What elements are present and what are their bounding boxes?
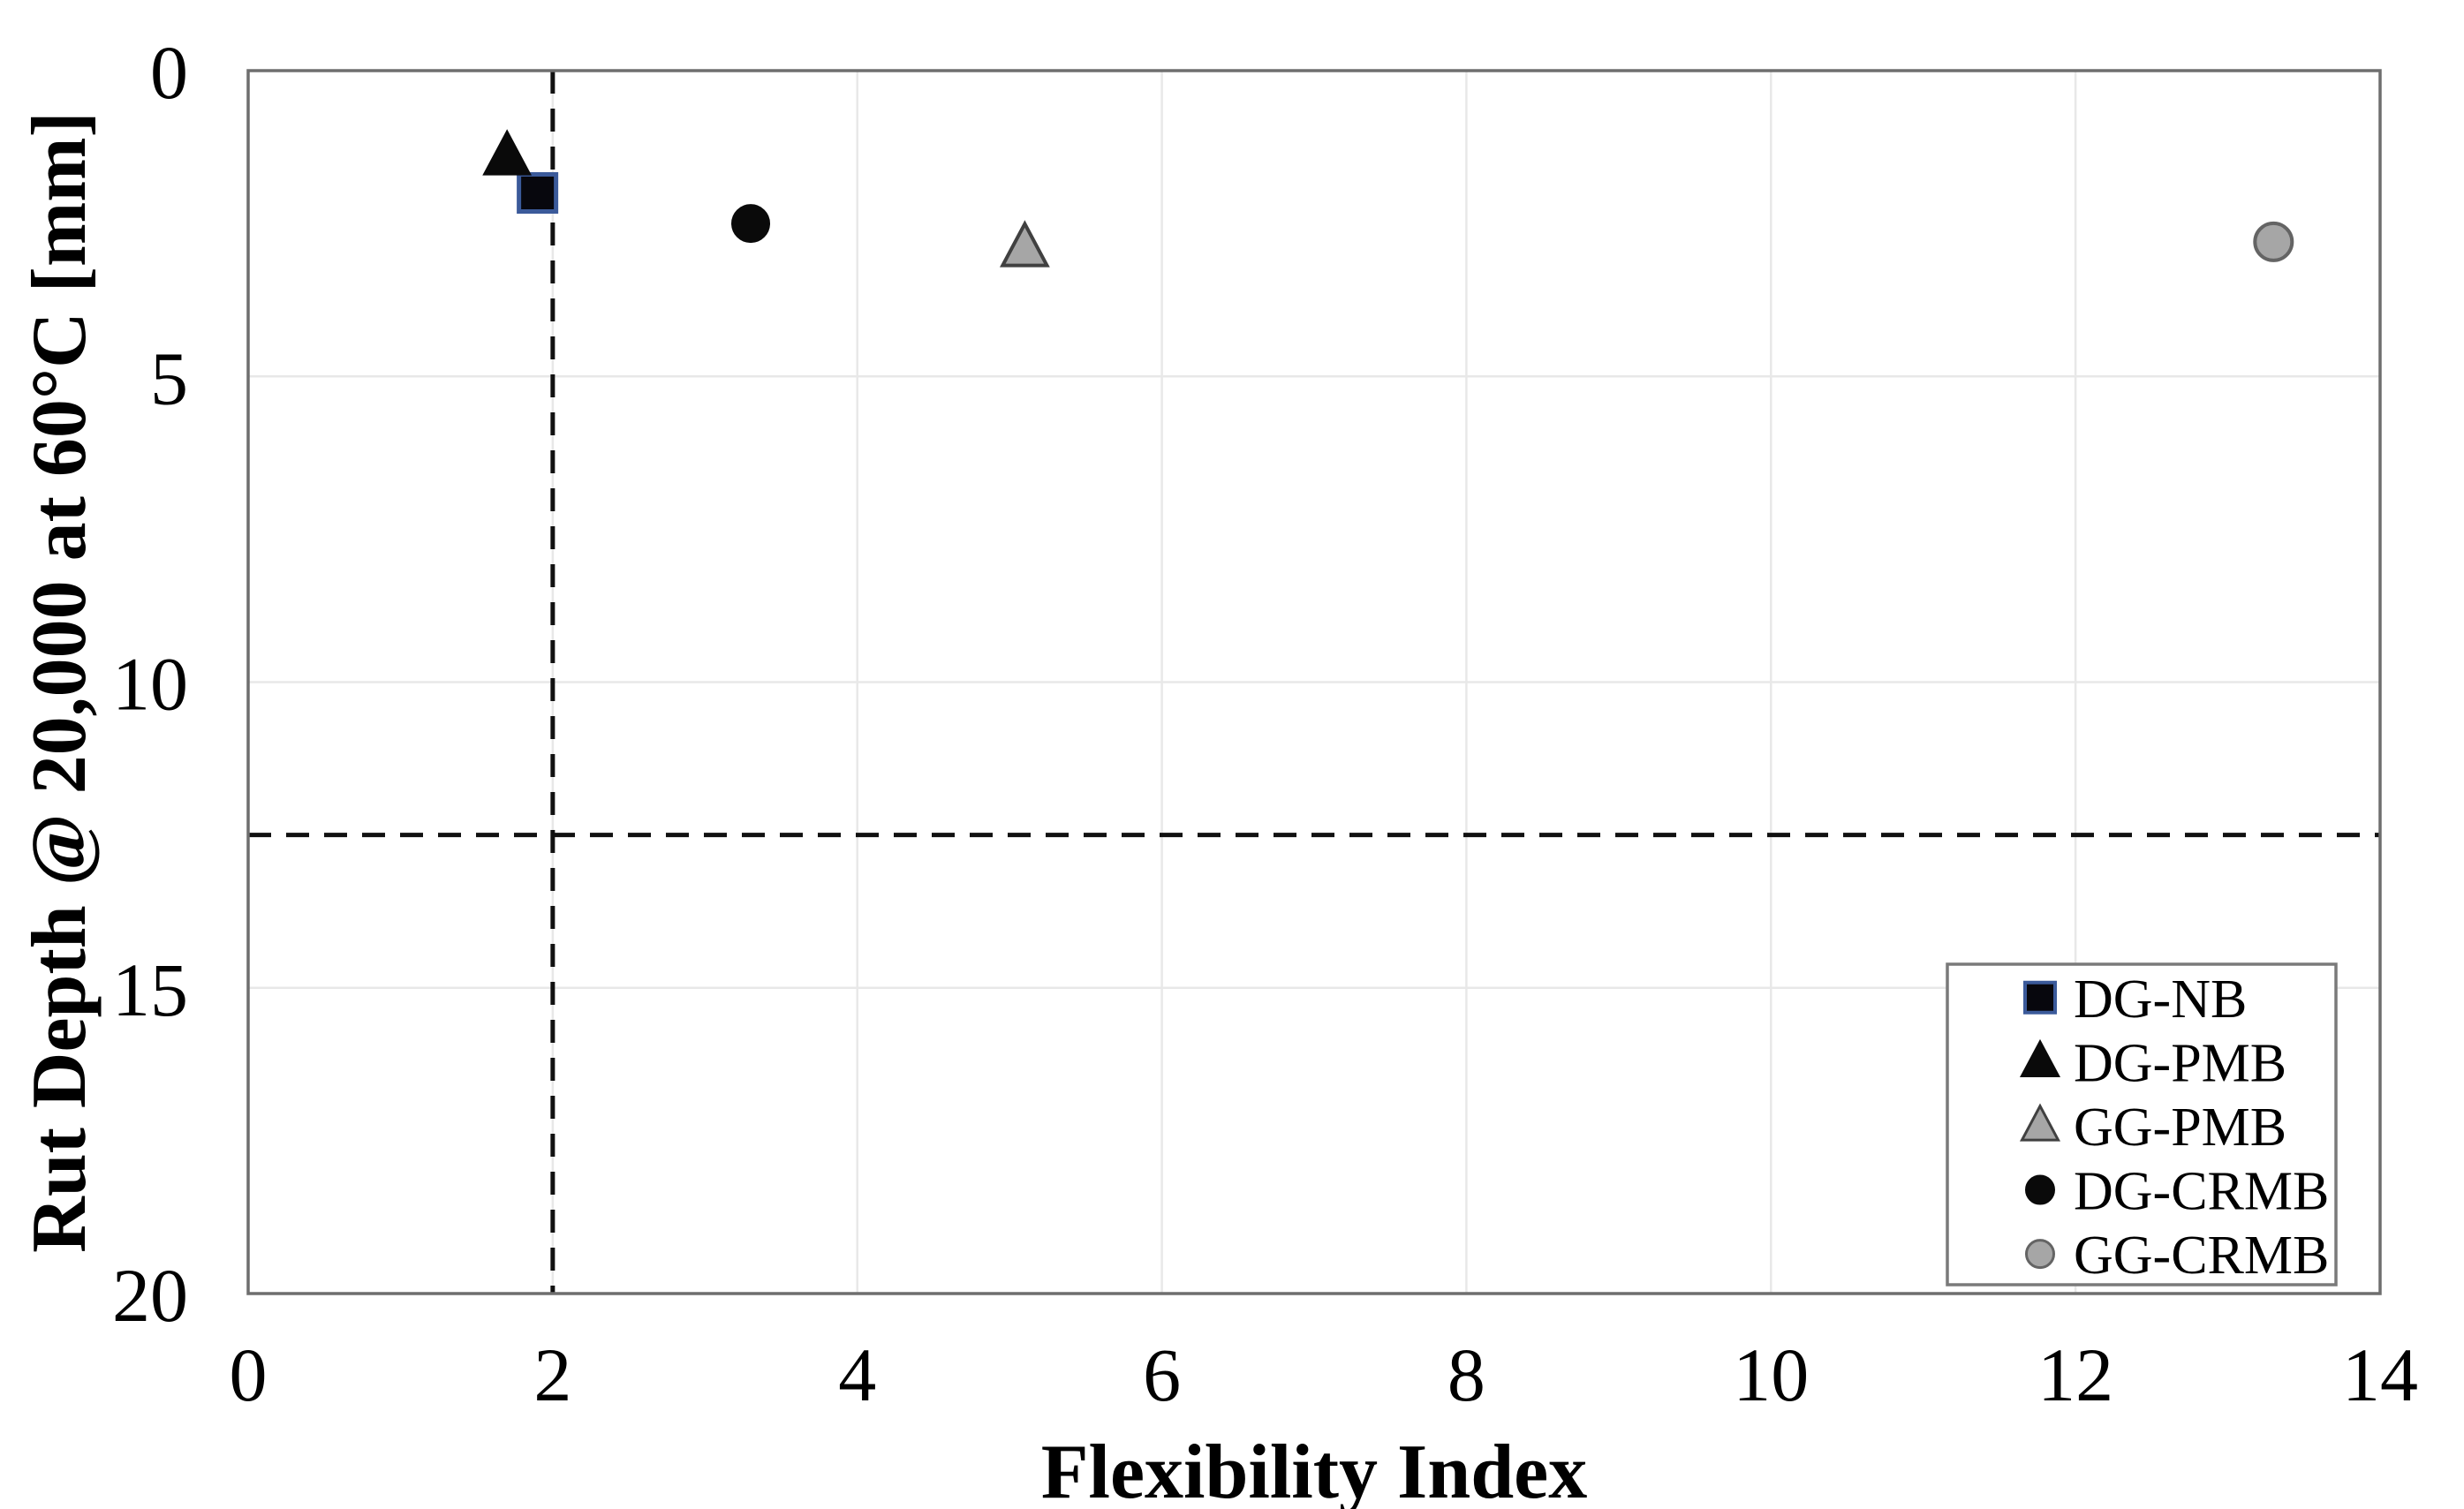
y-tick-label: 20: [112, 1253, 188, 1338]
y-tick-label: 15: [112, 947, 188, 1032]
y-tick-label: 0: [150, 30, 188, 115]
legend-box: [1946, 962, 2338, 1286]
point-DG-CRMB: [731, 204, 771, 244]
x-tick-label: 14: [2342, 1332, 2418, 1417]
x-axis-title: Flexibility Index: [1041, 1430, 1588, 1509]
y-tick-label: 5: [150, 336, 188, 420]
plot-border: [246, 69, 2382, 1295]
y-tick-label: 10: [112, 642, 188, 727]
legend-marker-DG-PMB: [2019, 1038, 2061, 1078]
legend-marker-GG-PMB: [2019, 1103, 2061, 1142]
point-GG-PMB: [999, 220, 1050, 268]
legend-label: DG-CRMB: [2074, 1162, 2329, 1222]
x-tick-label: 2: [533, 1332, 571, 1417]
point-GG-CRMB: [2253, 221, 2294, 262]
x-tick-label: 10: [1733, 1332, 1809, 1417]
legend-entry-DG-PMB: DG-PMB: [2019, 1033, 2286, 1093]
legend-label: GG-CRMB: [2074, 1226, 2329, 1286]
legend-entry-GG-CRMB: GG-CRMB: [2025, 1226, 2329, 1286]
x-tick-label: 8: [1447, 1332, 1485, 1417]
y-axis-title: Rut Depth @ 20,000 at 60°C [mm]: [17, 111, 102, 1253]
legend-entry-GG-PMB: GG-PMB: [2019, 1098, 2286, 1158]
x-tick-label: 0: [230, 1332, 268, 1417]
legend-label: DG-NB: [2074, 970, 2247, 1030]
x-tick-label: 6: [1143, 1332, 1181, 1417]
legend-entry-DG-CRMB: DG-CRMB: [2025, 1162, 2329, 1222]
legend-marker-DG-CRMB: [2025, 1174, 2055, 1205]
x-tick-label: 12: [2037, 1332, 2113, 1417]
legend-label: DG-PMB: [2074, 1033, 2286, 1093]
legend-label: GG-PMB: [2074, 1098, 2286, 1158]
point-DG-PMB: [482, 129, 533, 176]
legend-entry-DG-NB: DG-NB: [2023, 970, 2247, 1030]
legend-marker-DG-NB: [2023, 980, 2057, 1015]
x-tick-label: 4: [838, 1332, 876, 1417]
point-DG-NB: [517, 172, 559, 214]
legend-marker-GG-CRMB: [2025, 1239, 2055, 1270]
